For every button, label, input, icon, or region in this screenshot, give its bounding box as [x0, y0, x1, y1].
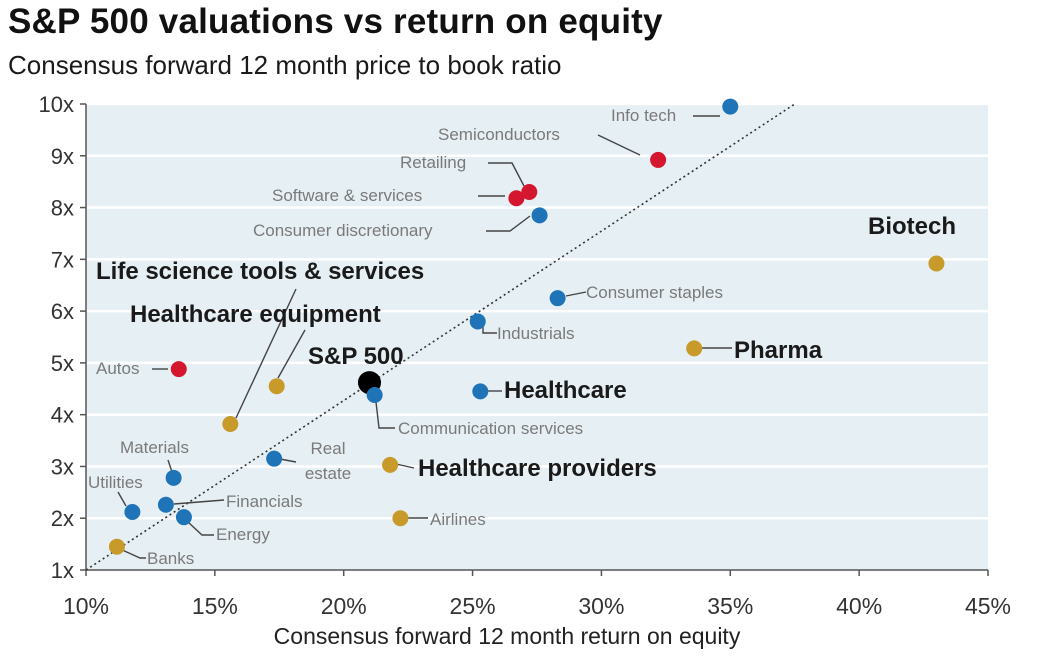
y-tick-label: 4x [51, 403, 74, 428]
point-label-utilities: Utilities [88, 473, 143, 492]
point-label-real-estate-line2: estate [305, 464, 351, 483]
point-healthcare-equipment [268, 378, 285, 395]
x-tick-label: 25% [450, 593, 496, 619]
point-label-software-and-services: Software & services [272, 186, 422, 205]
point-label-communication-services: Communication services [398, 419, 583, 438]
point-label-financials: Financials [226, 492, 303, 511]
x-axis-title: Consensus forward 12 month return on equ… [274, 623, 741, 649]
point-airlines [392, 510, 409, 527]
y-tick-label: 2x [51, 506, 74, 531]
point-label-healthcare-equipment: Healthcare equipment [130, 301, 381, 328]
point-banks [108, 538, 125, 555]
chart-subtitle: Consensus forward 12 month price to book… [8, 50, 562, 80]
point-label-healthcare: Healthcare [504, 377, 627, 404]
point-label-retailing: Retailing [400, 153, 466, 172]
point-label-info-tech: Info tech [611, 106, 676, 125]
leader-line-healthcare-providers [395, 463, 415, 469]
point-real-estate [266, 450, 283, 467]
x-tick-label: 15% [192, 593, 238, 619]
leader-line-banks [119, 548, 146, 559]
leader-line-real-estate [279, 458, 297, 463]
plot-background [86, 104, 988, 570]
point-label-energy: Energy [216, 525, 270, 544]
leader-line-healthcare-equipment [277, 329, 306, 379]
y-tick-label: 6x [51, 299, 74, 324]
y-tick-label: 7x [51, 247, 74, 272]
chart-title: S&P 500 valuations vs return on equity [8, 2, 663, 41]
point-communication-services [366, 386, 383, 403]
leader-line-utilities [117, 491, 127, 507]
point-energy [175, 509, 192, 526]
point-label-healthcare-providers: Healthcare providers [418, 455, 657, 482]
point-retailing [521, 184, 538, 201]
point-industrials [469, 313, 486, 330]
point-healthcare [472, 383, 489, 400]
leader-line-life-science-tools-and-services [235, 288, 297, 419]
y-tick-label: 5x [51, 351, 74, 376]
point-label-consumer-discretionary: Consumer discretionary [253, 221, 433, 240]
point-label-pharma: Pharma [734, 337, 823, 364]
point-semiconductors [650, 151, 667, 168]
point-label-airlines: Airlines [430, 510, 486, 529]
point-label-consumer-staples: Consumer staples [586, 283, 723, 302]
leader-line-financials [173, 499, 225, 505]
point-consumer-staples [549, 290, 566, 307]
point-utilities [124, 504, 141, 521]
leader-line-industrials [482, 326, 497, 334]
y-tick-label: 1x [51, 558, 74, 583]
point-autos [170, 361, 187, 378]
point-label-materials: Materials [120, 438, 189, 457]
x-tick-label: 10% [63, 593, 109, 619]
point-label-real-estate: Real [311, 439, 346, 458]
y-tick-label: 10x [39, 92, 74, 117]
y-tick-label: 9x [51, 144, 74, 169]
x-tick-label: 20% [321, 593, 367, 619]
y-tick-label: 3x [51, 454, 74, 479]
point-consumer-discretionary [531, 207, 548, 224]
point-label-biotech: Biotech [868, 213, 956, 240]
leader-line-materials [167, 459, 173, 473]
leader-line-semiconductors [597, 134, 641, 156]
point-pharma [686, 340, 703, 357]
trend-line [85, 103, 796, 571]
point-label-sandp-500: S&P 500 [308, 343, 404, 370]
point-info-tech [722, 98, 739, 115]
point-materials [165, 469, 182, 486]
point-label-semiconductors: Semiconductors [438, 125, 560, 144]
point-label-life-science-tools-and-services: Life science tools & services [96, 258, 424, 285]
point-label-industrials: Industrials [497, 324, 574, 343]
point-financials [157, 496, 174, 513]
leader-line-consumer-discretionary [486, 215, 531, 232]
point-life-science-tools-and-services [222, 415, 239, 432]
y-tick-label: 8x [51, 196, 74, 221]
leader-line-consumer-staples [565, 291, 587, 297]
point-label-banks: Banks [147, 549, 194, 568]
point-healthcare-providers [382, 456, 399, 473]
leader-line-retailing [488, 162, 525, 187]
x-tick-label: 30% [578, 593, 624, 619]
point-software-and-services [508, 190, 525, 207]
leader-line-communication-services [375, 401, 395, 429]
leader-line-energy [187, 521, 214, 536]
x-tick-label: 40% [836, 593, 882, 619]
x-tick-label: 35% [707, 593, 753, 619]
x-tick-label: 45% [965, 593, 1011, 619]
point-biotech [928, 255, 945, 272]
point-label-autos: Autos [96, 359, 139, 378]
